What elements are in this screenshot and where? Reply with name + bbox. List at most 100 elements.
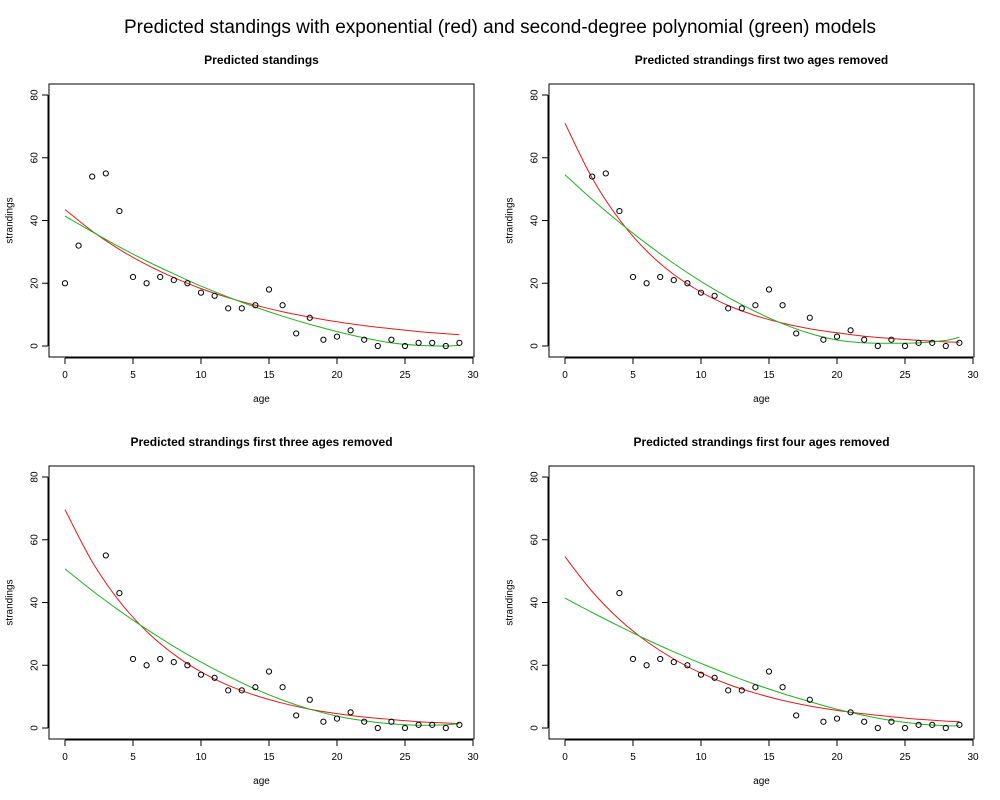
panel-2-data-point <box>374 724 381 732</box>
panel-1-data-point <box>765 286 773 293</box>
panel-2-data-point <box>102 552 109 559</box>
panel-2-data-point <box>401 724 409 732</box>
panel-first-four-ages-removed: Predicted strandings first four ages rem… <box>505 435 979 787</box>
panel-0-data-point <box>388 336 395 343</box>
panel-2-y-tick-label: 40 <box>30 597 41 609</box>
panel-0-x-axis-label: age <box>253 394 270 405</box>
panel-0-y-tick-label: 20 <box>30 277 41 289</box>
panel-1-x-tick-label: 20 <box>831 370 843 381</box>
panel-2-x-tick-label: 5 <box>130 752 136 763</box>
panel-0-x-tick-label: 0 <box>62 370 68 381</box>
panel-3-points <box>616 589 963 732</box>
panel-1-data-point <box>629 273 637 281</box>
panel-1-data-point <box>901 342 909 350</box>
panel-first-three-ages-removed: Predicted strandings first three ages re… <box>5 435 479 787</box>
panel-3-data-point <box>861 718 868 725</box>
panel-1-data-point <box>670 277 677 284</box>
panel-1-data-point <box>942 342 949 350</box>
panel-1-y-tick-label: 0 <box>530 343 541 349</box>
panel-3-y-tick-label: 80 <box>530 471 541 483</box>
panel-2-data-point <box>279 684 286 691</box>
panel-2-data-point <box>265 668 273 675</box>
panel-1-y-axis-label: strandings <box>505 197 516 243</box>
panel-3-data-point <box>942 724 949 732</box>
panel-3-plot-frame <box>548 465 975 740</box>
panel-2-y-tick-label: 60 <box>30 534 41 546</box>
panel-2-points <box>102 552 463 732</box>
panel-3-data-point <box>793 712 800 719</box>
panel-3-data-point <box>847 709 854 716</box>
panel-3-x-tick-label: 25 <box>899 752 911 763</box>
panel-0-data-point <box>306 314 313 321</box>
panel-1-x-tick-label: 10 <box>695 370 707 381</box>
panel-1-data-point <box>738 305 745 312</box>
panel-2-data-point <box>306 696 313 703</box>
panel-1-data-point <box>793 330 800 337</box>
panel-2-data-point <box>347 709 354 716</box>
panel-3-data-point <box>806 696 813 703</box>
panel-2-y-tick-label: 0 <box>30 725 41 731</box>
panel-1-data-point <box>847 327 854 334</box>
panel-1-plot-frame <box>548 83 975 358</box>
panel-2-x-tick-label: 10 <box>195 752 207 763</box>
panel-0-y-tick-label: 80 <box>30 89 41 101</box>
panel-0-y-axis: 0 20 40 60 80 <box>30 89 49 349</box>
panel-2-x-tick-label: 0 <box>62 752 68 763</box>
panel-1-x-tick-label: 5 <box>630 370 636 381</box>
panel-3-panel-title: Predicted strandings first four ages rem… <box>633 435 889 449</box>
panel-3-data-point <box>956 721 963 728</box>
panel-0-data-point <box>429 339 436 346</box>
panel-1-data-point <box>806 314 813 321</box>
panel-2-data-point <box>116 589 123 597</box>
panel-0-data-point <box>320 336 327 343</box>
panel-0-data-point <box>184 280 191 287</box>
panel-3-data-point <box>874 724 881 732</box>
panel-2-x-tick-label: 30 <box>467 752 479 763</box>
panel-3-x-tick-label: 20 <box>831 752 843 763</box>
panel-1-y-tick-label: 40 <box>530 215 541 227</box>
panel-0-data-point <box>143 280 150 287</box>
panel-2-data-point <box>333 715 341 722</box>
panel-0-data-point <box>225 305 232 312</box>
panel-0-data-point <box>252 302 259 309</box>
panel-2-data-point <box>388 718 395 725</box>
panel-2-data-point <box>320 718 327 725</box>
panel-1-data-point <box>725 305 732 312</box>
panel-2-data-point <box>456 721 463 728</box>
panel-1-exponential-curve <box>564 122 960 343</box>
panel-1-data-point <box>833 333 841 340</box>
panel-3-exponential-curve <box>564 556 960 723</box>
panel-0-data-point <box>415 339 422 346</box>
panel-3-x-tick-label: 0 <box>562 752 568 763</box>
panel-1-data-point <box>697 289 705 296</box>
panel-2-exponential-curve <box>64 509 460 725</box>
panel-2-data-point <box>170 659 177 666</box>
panel-0-x-tick-label: 5 <box>130 370 136 381</box>
panel-1-x-axis: 0 5 10 15 20 25 30 <box>562 357 979 381</box>
panel-0-x-tick-label: 25 <box>399 370 411 381</box>
panel-3-y-tick-label: 20 <box>530 659 541 671</box>
panel-2-data-point <box>415 721 422 728</box>
panel-3-data-point <box>738 687 745 694</box>
panel-1-data-point <box>602 170 609 177</box>
panel-3-data-point <box>779 684 786 691</box>
panel-2-data-point <box>157 655 164 663</box>
panel-1-data-point <box>779 302 786 309</box>
panel-0-data-point <box>61 280 69 287</box>
panel-1-x-tick-label: 15 <box>763 370 775 381</box>
panel-3-data-point <box>765 668 773 675</box>
panel-0-data-point <box>293 330 300 337</box>
panel-1-data-point <box>589 173 596 180</box>
panel-3-data-point <box>697 671 705 678</box>
panel-3-x-tick-label: 30 <box>967 752 979 763</box>
panel-3-data-point <box>901 724 909 732</box>
panel-2-y-axis: 0 20 40 60 80 <box>30 471 49 731</box>
panel-1-x-tick-label: 30 <box>967 370 979 381</box>
panel-0-data-point <box>401 342 409 350</box>
panel-1-data-point <box>616 207 623 215</box>
panel-0-data-point <box>197 289 205 296</box>
panel-3-x-axis: 0 5 10 15 20 25 30 <box>562 739 979 763</box>
panel-0-x-axis: 0 5 10 15 20 25 30 <box>62 357 479 381</box>
panel-1-data-point <box>684 280 691 287</box>
